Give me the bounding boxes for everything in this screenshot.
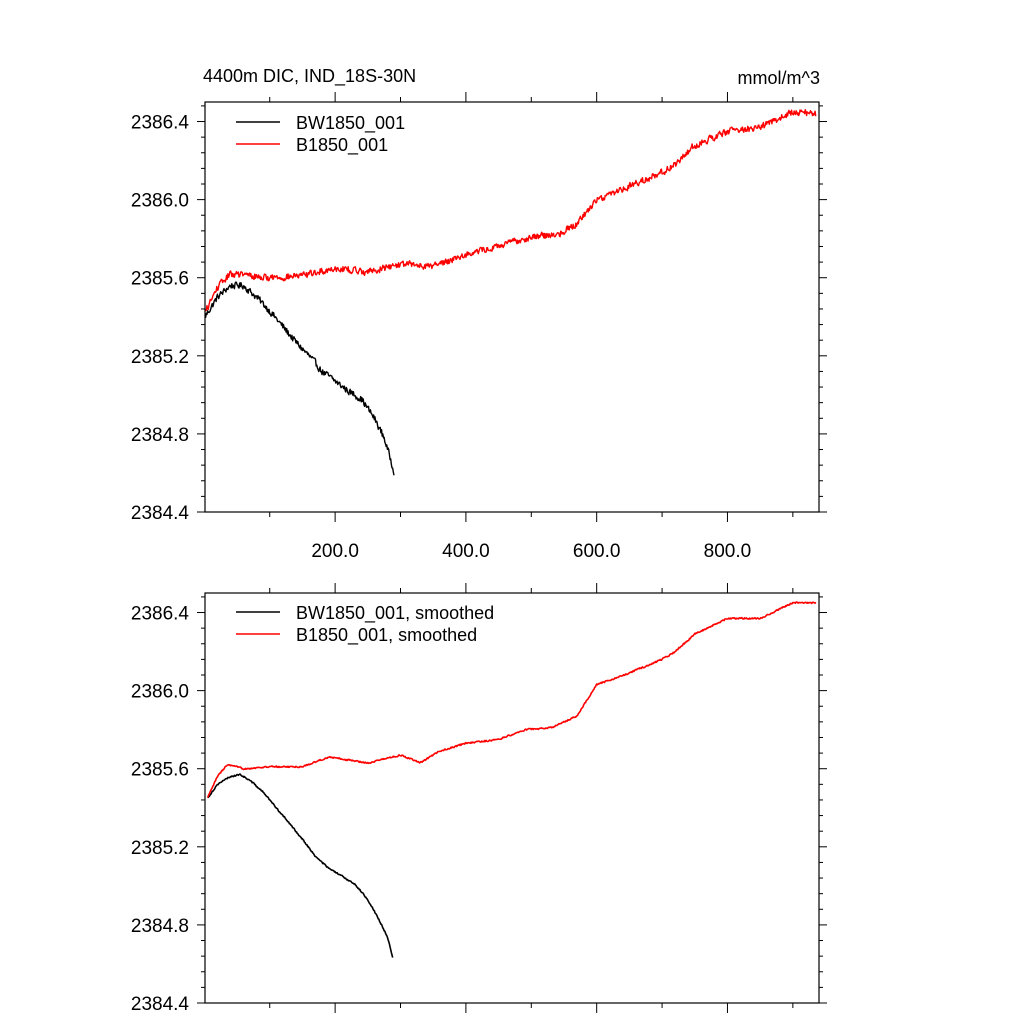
top-ytick-label: 2384.8	[131, 425, 189, 446]
bottom-tick-labels: 2384.4 2384.8 2385.2 2385.6 2386.0 2386.4	[131, 604, 190, 1015]
top-ytick-label: 2386.4	[131, 113, 190, 134]
top-ytick-label: 2385.6	[131, 269, 189, 290]
bottom-ytick-label: 2384.8	[131, 916, 189, 937]
panel-top: 2384.4 2384.8 2385.2 2385.6 2386.0 2386.4 200.…	[131, 92, 827, 562]
bottom-series-group	[206, 601, 817, 958]
top-legend-label-b1850: B1850_001	[296, 135, 388, 156]
chart-title: 4400m DIC, IND_18S-30N	[203, 66, 416, 87]
top-legend-label-bw1850: BW1850_001	[296, 113, 405, 134]
panel-bottom: 2384.4 2384.8 2385.2 2385.6 2386.0 2386.4 BW1…	[131, 583, 827, 1015]
bottom-series-line-b1850	[206, 601, 817, 798]
top-series-line-bw1850	[204, 281, 395, 476]
bottom-plot-frame	[204, 592, 820, 1004]
bottom-legend-label-bw1850: BW1850_001, smoothed	[296, 603, 494, 624]
top-plot-frame	[204, 101, 820, 513]
bottom-legend: BW1850_001, smoothed B1850_001, smoothed	[236, 603, 494, 646]
top-tick-labels: 2384.4 2384.8 2385.2 2385.6 2386.0 2386.4 200.…	[131, 113, 751, 562]
units-label: mmol/m^3	[738, 68, 820, 88]
top-xtick-label: 200.0	[311, 541, 359, 562]
bottom-ytick-label: 2384.4	[131, 994, 190, 1015]
top-series-group	[204, 109, 817, 476]
top-xtick-label: 400.0	[442, 541, 490, 562]
bottom-ytick-label: 2386.0	[131, 682, 189, 703]
top-ticks-group	[197, 92, 827, 522]
top-ytick-label: 2386.0	[131, 191, 189, 212]
top-ytick-label: 2384.4	[131, 503, 190, 524]
top-legend: BW1850_001 B1850_001	[236, 113, 405, 156]
top-xtick-label: 800.0	[704, 541, 752, 562]
bottom-legend-label-b1850: B1850_001, smoothed	[296, 625, 477, 646]
top-xtick-label: 600.0	[573, 541, 621, 562]
bottom-ytick-label: 2386.4	[131, 604, 190, 625]
top-series-line-b1850	[204, 109, 817, 312]
top-ytick-label: 2385.2	[131, 347, 189, 368]
bottom-series-line-bw1850	[207, 773, 394, 958]
bottom-ticks-group	[197, 583, 827, 1013]
bottom-ytick-label: 2385.2	[131, 838, 189, 859]
bottom-ytick-label: 2385.6	[131, 760, 189, 781]
